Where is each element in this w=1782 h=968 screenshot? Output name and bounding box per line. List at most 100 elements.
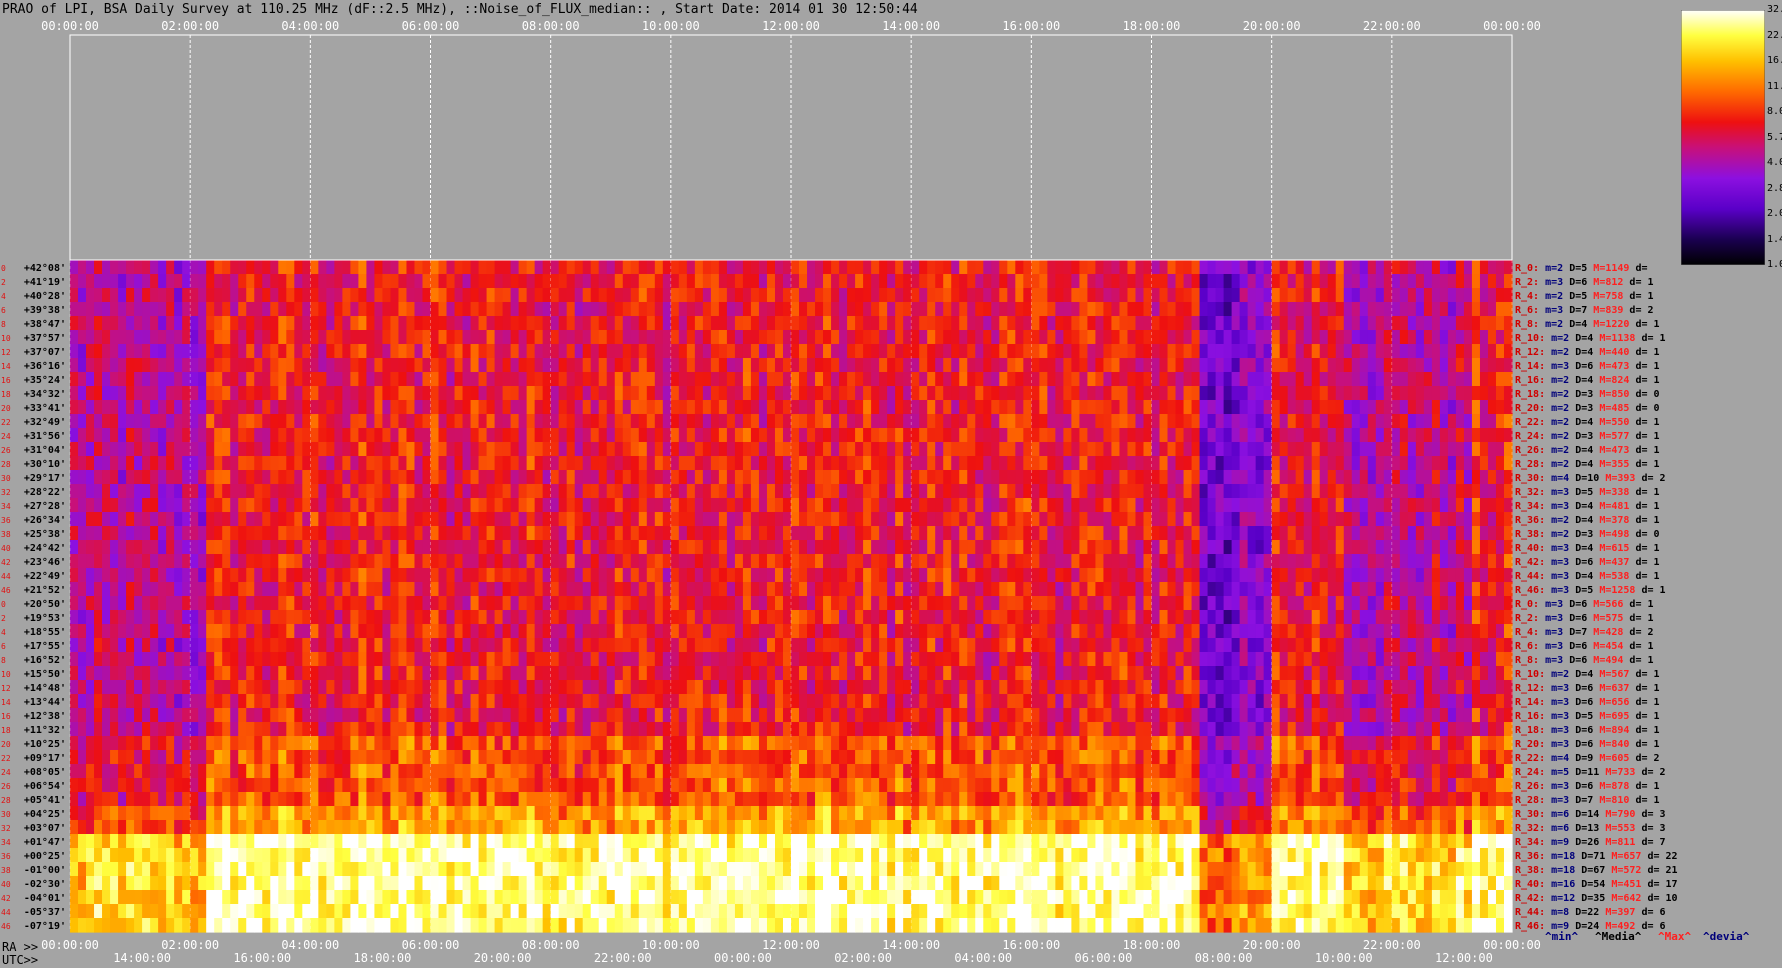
heatmap-cell xyxy=(1047,302,1056,317)
heatmap-cell xyxy=(1503,442,1513,457)
heatmap-cell xyxy=(134,582,143,597)
heatmap-cell xyxy=(702,582,712,597)
heatmap-cell xyxy=(662,498,672,513)
heatmap-cell xyxy=(1399,330,1409,345)
heatmap-cell xyxy=(238,624,247,639)
heatmap-cell xyxy=(983,372,992,387)
heatmap-cell xyxy=(871,302,880,317)
heatmap-cell xyxy=(158,568,167,583)
heatmap-cell xyxy=(1087,330,1097,345)
heatmap-cell xyxy=(582,568,592,583)
heatmap-cell xyxy=(1503,624,1513,639)
heatmap-cell xyxy=(350,302,359,317)
heatmap-cell xyxy=(1343,372,1353,387)
heatmap-cell xyxy=(126,260,135,275)
heatmap-cell xyxy=(390,610,400,625)
heatmap-cell xyxy=(310,484,319,499)
heatmap-cell xyxy=(967,568,976,583)
heatmap-cell xyxy=(1431,428,1441,443)
heatmap-cell xyxy=(270,358,279,373)
heatmap-cell xyxy=(1015,456,1024,471)
heatmap-cell xyxy=(494,470,504,485)
heatmap-cell xyxy=(742,624,752,639)
heatmap-cell xyxy=(110,512,119,527)
heatmap-cell xyxy=(590,582,600,597)
heatmap-cell xyxy=(102,484,111,499)
heatmap-cell xyxy=(574,512,584,527)
heatmap-cell xyxy=(1271,316,1281,331)
heatmap-cell xyxy=(334,400,343,415)
heatmap-cell xyxy=(807,288,816,303)
heatmap-cell xyxy=(911,372,920,387)
heatmap-cell xyxy=(911,274,920,289)
heatmap-cell xyxy=(839,358,848,373)
heatmap-cell xyxy=(887,526,896,541)
heatmap-cell xyxy=(1367,498,1377,513)
heatmap-cell xyxy=(1295,400,1305,415)
heatmap-cell xyxy=(1223,400,1233,415)
heatmap-cell xyxy=(574,624,584,639)
heatmap-cell xyxy=(911,302,920,317)
heatmap-cell xyxy=(462,400,472,415)
heatmap-cell xyxy=(1479,358,1489,373)
heatmap-cell xyxy=(462,316,472,331)
heatmap-cell xyxy=(807,428,816,443)
heatmap-cell xyxy=(1007,260,1016,275)
heatmap-cell xyxy=(718,554,728,569)
heatmap-cell xyxy=(526,624,536,639)
heatmap-cell xyxy=(1199,400,1209,415)
heatmap-cell xyxy=(86,330,95,345)
heatmap-cell xyxy=(1175,260,1185,275)
heatmap-cell xyxy=(118,624,127,639)
heatmap-cell xyxy=(967,540,976,555)
heatmap-cell xyxy=(847,372,856,387)
heatmap-cell xyxy=(1119,302,1129,317)
heatmap-cell xyxy=(1255,624,1265,639)
heatmap-cell xyxy=(502,316,512,331)
heatmap-cell xyxy=(1127,302,1137,317)
heatmap-cell xyxy=(1199,442,1209,457)
heatmap-cell xyxy=(1023,442,1032,457)
heatmap-cell xyxy=(182,400,191,415)
heatmap-cell xyxy=(1271,470,1281,485)
heatmap-cell xyxy=(1375,596,1385,611)
heatmap-cell xyxy=(823,414,832,429)
heatmap-cell xyxy=(943,274,952,289)
heatmap-cell xyxy=(702,568,712,583)
heatmap-cell xyxy=(222,344,231,359)
heatmap-cell xyxy=(382,302,392,317)
heatmap-cell xyxy=(967,554,976,569)
heatmap-cell xyxy=(206,344,215,359)
heatmap-cell xyxy=(86,596,95,611)
heatmap-cell xyxy=(678,344,688,359)
heatmap-cell xyxy=(1479,442,1489,457)
heatmap-cell xyxy=(1407,372,1417,387)
heatmap-cell xyxy=(574,288,584,303)
heatmap-cell xyxy=(1391,288,1401,303)
heatmap-cell xyxy=(1031,428,1040,443)
heatmap-cell xyxy=(622,610,632,625)
heatmap-cell xyxy=(1471,610,1481,625)
heatmap-cell xyxy=(86,512,95,527)
heatmap-cell xyxy=(1399,624,1409,639)
heatmap-cell xyxy=(126,498,135,513)
heatmap-cell xyxy=(238,512,247,527)
heatmap-cell xyxy=(142,442,151,457)
heatmap-cell xyxy=(614,442,624,457)
heatmap-cell xyxy=(1015,582,1024,597)
heatmap-cell xyxy=(863,470,872,485)
heatmap-cell xyxy=(390,372,400,387)
heatmap-cell xyxy=(678,484,688,499)
heatmap-cell xyxy=(134,610,143,625)
heatmap-cell xyxy=(158,288,167,303)
heatmap-cell xyxy=(1479,428,1489,443)
heatmap-cell xyxy=(815,512,824,527)
heatmap-cell xyxy=(278,400,287,415)
heatmap-cell xyxy=(190,260,199,275)
heatmap-cell xyxy=(1447,386,1457,401)
heatmap-cell xyxy=(670,386,680,401)
heatmap-cell xyxy=(638,330,648,345)
heatmap-cell xyxy=(102,582,111,597)
heatmap-cell xyxy=(606,624,616,639)
heatmap-cell xyxy=(478,302,488,317)
